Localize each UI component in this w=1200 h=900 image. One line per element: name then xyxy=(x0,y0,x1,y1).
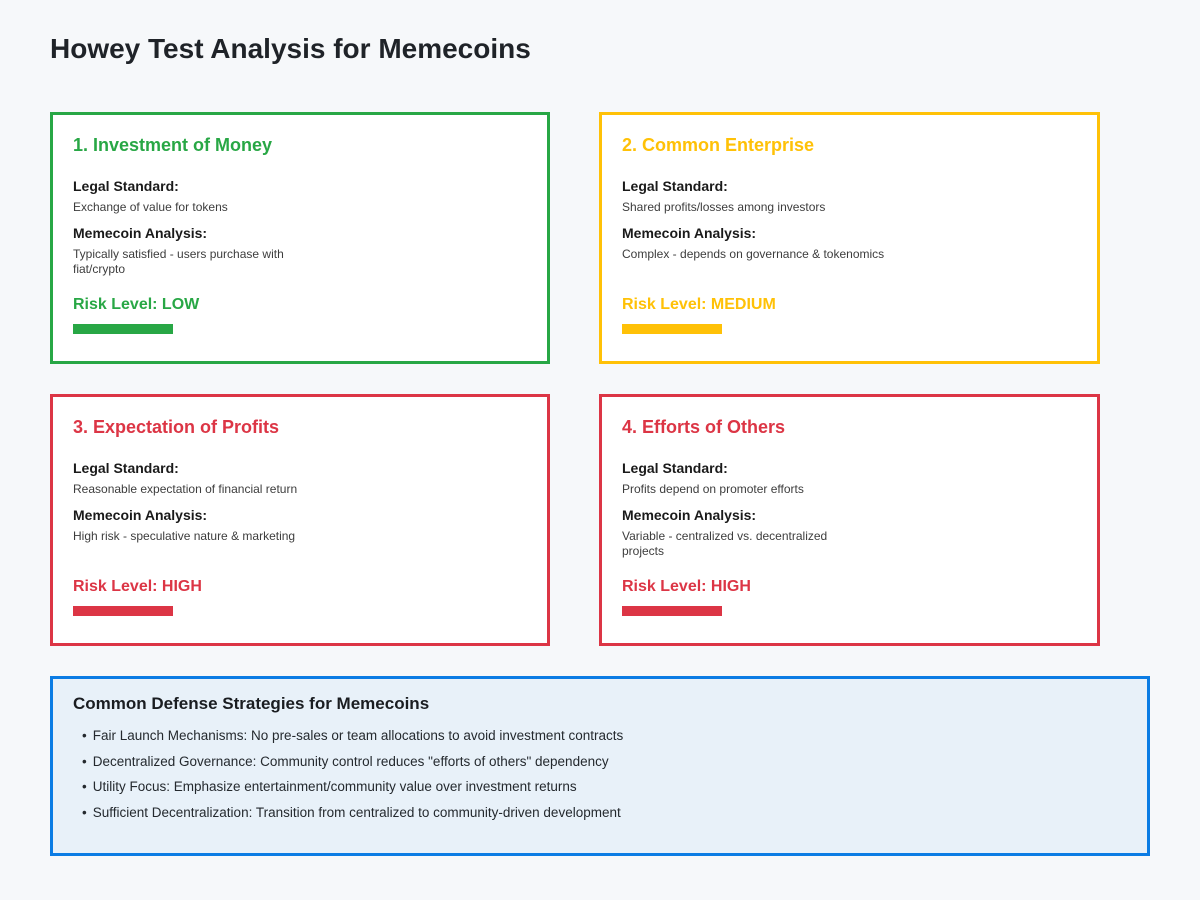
risk-level-label: Risk Level: HIGH xyxy=(73,578,202,595)
legal-standard-label: Legal Standard: xyxy=(73,460,179,476)
defense-strategies-box: Common Defense Strategies for Memecoins … xyxy=(50,676,1150,856)
card-common-enterprise: 2. Common Enterprise Legal Standard: Sha… xyxy=(599,112,1100,364)
legal-standard-label: Legal Standard: xyxy=(73,178,179,194)
risk-level-bar xyxy=(73,606,173,616)
defense-strategies-list: Fair Launch Mechanisms: No pre-sales or … xyxy=(73,727,1127,821)
page-title: Howey Test Analysis for Memecoins xyxy=(50,33,531,64)
memecoin-analysis-value: Variable - centralized vs. decentralized… xyxy=(622,529,828,558)
memecoin-analysis-value: Typically satisfied - users purchase wit… xyxy=(73,247,284,276)
risk-level-bar xyxy=(622,324,722,334)
memecoin-analysis-value: High risk - speculative nature & marketi… xyxy=(73,529,296,543)
card-title: 2. Common Enterprise xyxy=(622,135,815,155)
card-title: 3. Expectation of Profits xyxy=(73,417,280,437)
risk-level-label: Risk Level: HIGH xyxy=(622,578,751,595)
memecoin-analysis-label: Memecoin Analysis: xyxy=(622,225,757,241)
legal-standard-label: Legal Standard: xyxy=(622,460,728,476)
defense-strategy-item: Sufficient Decentralization: Transition … xyxy=(82,804,1127,822)
defense-strategies-title: Common Defense Strategies for Memecoins xyxy=(73,694,430,713)
memecoin-analysis-value: Complex - depends on governance & tokeno… xyxy=(622,247,885,261)
defense-strategy-item: Utility Focus: Emphasize entertainment/c… xyxy=(82,778,1127,796)
card-title: 4. Efforts of Others xyxy=(622,417,786,437)
risk-level-bar xyxy=(73,324,173,334)
card-title: 1. Investment of Money xyxy=(73,135,273,155)
legal-standard-label: Legal Standard: xyxy=(622,178,728,194)
risk-level-label: Risk Level: LOW xyxy=(73,296,200,313)
legal-standard-value: Exchange of value for tokens xyxy=(73,200,228,214)
card-expectation-of-profits: 3. Expectation of Profits Legal Standard… xyxy=(50,394,550,646)
risk-level-label: Risk Level: MEDIUM xyxy=(622,296,776,313)
memecoin-analysis-label: Memecoin Analysis: xyxy=(73,225,208,241)
defense-strategy-item: Fair Launch Mechanisms: No pre-sales or … xyxy=(82,727,1127,745)
card-investment-of-money: 1. Investment of Money Legal Standard: E… xyxy=(50,112,550,364)
legal-standard-value: Shared profits/losses among investors xyxy=(622,200,826,214)
memecoin-analysis-label: Memecoin Analysis: xyxy=(622,507,757,523)
legal-standard-value: Profits depend on promoter efforts xyxy=(622,482,804,496)
card-efforts-of-others: 4. Efforts of Others Legal Standard: Pro… xyxy=(599,394,1100,646)
legal-standard-value: Reasonable expectation of financial retu… xyxy=(73,482,298,496)
defense-strategy-item: Decentralized Governance: Community cont… xyxy=(82,753,1127,771)
memecoin-analysis-label: Memecoin Analysis: xyxy=(73,507,208,523)
howey-criteria-grid: 1. Investment of Money Legal Standard: E… xyxy=(50,112,1200,646)
risk-level-bar xyxy=(622,606,722,616)
